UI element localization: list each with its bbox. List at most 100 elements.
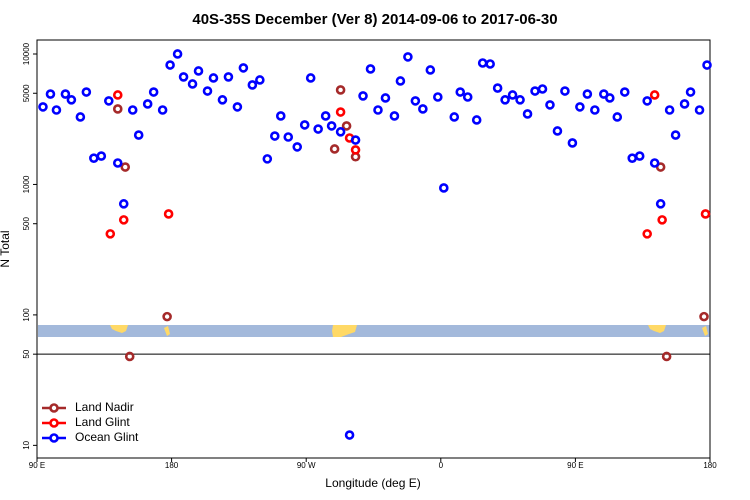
point — [112, 90, 123, 100]
point — [649, 158, 660, 168]
y-tick-label: 50 — [22, 349, 31, 358]
point — [530, 86, 540, 96]
point — [395, 76, 406, 86]
point — [112, 104, 123, 114]
x-tick-label: 180 — [165, 461, 179, 470]
point — [187, 79, 198, 89]
point — [649, 90, 660, 100]
point — [262, 154, 273, 164]
point — [522, 109, 533, 119]
plot-frame — [36, 39, 711, 459]
point — [335, 85, 346, 95]
land — [648, 325, 666, 333]
point — [329, 144, 340, 154]
point — [358, 91, 368, 101]
point — [223, 72, 234, 82]
point — [590, 105, 600, 115]
point — [433, 92, 443, 102]
point — [500, 95, 510, 105]
x-tick-label: 0 — [439, 461, 444, 470]
point — [462, 92, 473, 102]
point — [365, 64, 376, 74]
point — [552, 126, 563, 136]
point — [269, 131, 280, 141]
x-tick-label: 180 — [703, 461, 717, 470]
point — [627, 153, 638, 163]
legend-marker — [49, 433, 59, 443]
point — [103, 96, 114, 106]
y-tick-label: 100 — [22, 308, 31, 322]
point — [612, 112, 623, 122]
land — [110, 325, 128, 333]
point — [38, 102, 48, 112]
point — [75, 112, 86, 122]
y-tick-label: 5000 — [22, 84, 31, 102]
point — [320, 111, 331, 121]
point — [127, 105, 138, 115]
point — [118, 199, 129, 209]
point — [341, 121, 352, 131]
point — [165, 60, 175, 70]
point — [133, 130, 144, 140]
y-tick-label: 1000 — [22, 175, 31, 193]
point — [679, 99, 690, 109]
land — [332, 325, 357, 337]
point — [425, 65, 436, 75]
point — [247, 80, 258, 90]
point — [193, 66, 204, 76]
point — [89, 153, 99, 163]
point — [575, 102, 585, 112]
point — [305, 73, 316, 83]
point — [335, 127, 346, 137]
point — [157, 105, 168, 115]
legend-label: Land Glint — [75, 415, 130, 429]
point — [471, 115, 482, 125]
legend-label: Ocean Glint — [75, 430, 139, 444]
point — [410, 96, 421, 106]
y-tick-label: 500 — [22, 216, 31, 230]
point — [178, 72, 189, 82]
point — [118, 215, 129, 225]
point — [283, 132, 294, 142]
point — [661, 351, 672, 362]
point — [485, 59, 495, 69]
point — [604, 93, 615, 103]
point — [299, 120, 310, 130]
point — [545, 100, 555, 110]
land — [702, 326, 708, 336]
point — [81, 87, 92, 97]
point — [403, 52, 413, 62]
point — [148, 87, 159, 97]
point — [292, 142, 303, 152]
point — [142, 99, 153, 109]
legend-marker — [49, 418, 59, 428]
point — [507, 90, 518, 100]
point — [699, 311, 709, 322]
point — [373, 105, 383, 115]
point — [326, 121, 337, 131]
point — [202, 86, 213, 96]
point — [255, 75, 265, 85]
point — [492, 83, 503, 93]
point — [60, 89, 71, 99]
point — [694, 105, 705, 115]
point — [105, 229, 116, 239]
point — [163, 209, 174, 219]
point — [389, 111, 400, 121]
point — [455, 87, 466, 97]
point — [642, 229, 652, 239]
point — [449, 112, 460, 122]
point — [700, 209, 711, 219]
x-axis-label: Longitude (deg E) — [325, 476, 420, 490]
point — [537, 84, 548, 94]
point — [702, 60, 712, 70]
point — [96, 151, 107, 161]
point — [582, 89, 593, 99]
point — [313, 124, 323, 134]
x-tick-label: 90 E — [29, 461, 45, 470]
point — [112, 158, 123, 168]
point — [208, 73, 219, 83]
point — [657, 215, 667, 225]
